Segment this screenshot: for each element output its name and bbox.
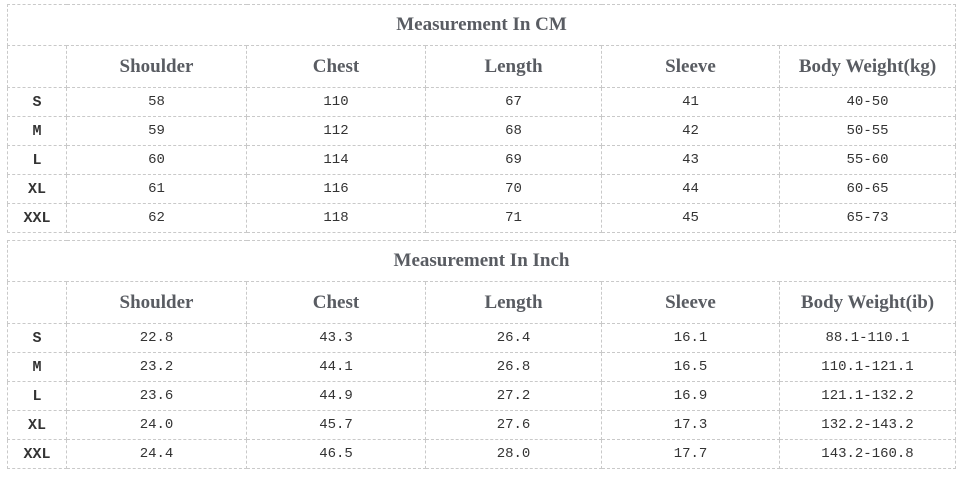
data-cell: 114 [246,145,426,175]
data-cell: 24.4 [66,439,247,469]
column-header-shoulder: Shoulder [66,281,247,324]
table-row-xl: XL 61 116 70 44 60-65 [7,174,957,204]
data-cell: 27.6 [425,410,602,440]
data-cell: 17.7 [601,439,780,469]
column-header-chest: Chest [246,45,426,88]
table-title: Measurement In Inch [6,240,957,282]
column-header-body-weight-ib: Body Weight(ib) [778,281,957,324]
data-cell: 143.2-160.8 [778,439,957,469]
table-row-xl: XL 24.0 45.7 27.6 17.3 132.2-143.2 [7,410,957,440]
data-cell: 110.1-121.1 [778,352,957,382]
column-header-row: Shoulder Chest Length Sleeve Body Weight(kg) [7,45,957,88]
data-cell: 24.0 [66,410,247,440]
data-cell: 55-60 [778,145,957,175]
measurement-table-cm: Measurement In CM Shoulder Chest Length Slee… [6,4,957,233]
measurement-table-inch: Measurement In Inch Shoulder Chest Length Sl… [6,240,957,469]
data-cell: 70 [425,174,602,204]
data-cell: 118 [246,203,426,233]
data-cell: 110 [246,87,426,117]
size-label: S [7,323,67,353]
data-cell: 40-50 [778,87,957,117]
data-cell: 17.3 [601,410,780,440]
column-header-length: Length [425,281,602,324]
data-cell: 28.0 [425,439,602,469]
data-cell: 62 [66,203,247,233]
data-cell: 112 [246,116,426,146]
data-cell: 16.5 [601,352,780,382]
size-label: XL [7,174,67,204]
data-cell: 88.1-110.1 [778,323,957,353]
data-cell: 23.2 [66,352,247,382]
data-cell: 23.6 [66,381,247,411]
data-cell: 68 [425,116,602,146]
data-cell: 42 [601,116,780,146]
data-cell: 43.3 [246,323,426,353]
column-header-empty [7,45,67,88]
size-label: XXL [7,203,67,233]
data-cell: 27.2 [425,381,602,411]
size-label: M [7,352,67,382]
table-row-xxl: XXL 62 118 71 45 65-73 [7,203,957,233]
size-label: S [7,87,67,117]
data-cell: 67 [425,87,602,117]
column-header-row: Shoulder Chest Length Sleeve Body Weight(ib) [7,281,957,324]
column-header-sleeve: Sleeve [601,45,780,88]
size-label: M [7,116,67,146]
column-header-sleeve: Sleeve [601,281,780,324]
data-cell: 16.9 [601,381,780,411]
size-label: L [7,145,67,175]
data-cell: 116 [246,174,426,204]
table-row-m: M 59 112 68 42 50-55 [7,116,957,146]
data-cell: 26.4 [425,323,602,353]
table-title: Measurement In CM [6,4,957,46]
data-cell: 41 [601,87,780,117]
data-cell: 65-73 [778,203,957,233]
data-cell: 69 [425,145,602,175]
data-cell: 121.1-132.2 [778,381,957,411]
data-cell: 59 [66,116,247,146]
data-cell: 50-55 [778,116,957,146]
data-cell: 22.8 [66,323,247,353]
data-cell: 60 [66,145,247,175]
data-cell: 45.7 [246,410,426,440]
data-cell: 61 [66,174,247,204]
table-title-row: Measurement In CM [6,4,957,46]
column-header-empty [7,281,67,324]
data-cell: 132.2-143.2 [778,410,957,440]
table-row-s: S 58 110 67 41 40-50 [7,87,957,117]
data-cell: 71 [425,203,602,233]
table-row-xxl: XXL 24.4 46.5 28.0 17.7 143.2-160.8 [7,439,957,469]
table-row-m: M 23.2 44.1 26.8 16.5 110.1-121.1 [7,352,957,382]
data-cell: 60-65 [778,174,957,204]
size-label: XL [7,410,67,440]
data-cell: 46.5 [246,439,426,469]
data-cell: 58 [66,87,247,117]
size-label: XXL [7,439,67,469]
data-cell: 44 [601,174,780,204]
table-title-row: Measurement In Inch [6,240,957,282]
data-cell: 43 [601,145,780,175]
column-header-length: Length [425,45,602,88]
data-cell: 45 [601,203,780,233]
column-header-chest: Chest [246,281,426,324]
table-row-l: L 23.6 44.9 27.2 16.9 121.1-132.2 [7,381,957,411]
table-row-l: L 60 114 69 43 55-60 [7,145,957,175]
column-header-body-weight-kg: Body Weight(kg) [778,45,957,88]
data-cell: 16.1 [601,323,780,353]
column-header-shoulder: Shoulder [66,45,247,88]
data-cell: 44.9 [246,381,426,411]
size-label: L [7,381,67,411]
data-cell: 44.1 [246,352,426,382]
data-cell: 26.8 [425,352,602,382]
table-row-s: S 22.8 43.3 26.4 16.1 88.1-110.1 [7,323,957,353]
